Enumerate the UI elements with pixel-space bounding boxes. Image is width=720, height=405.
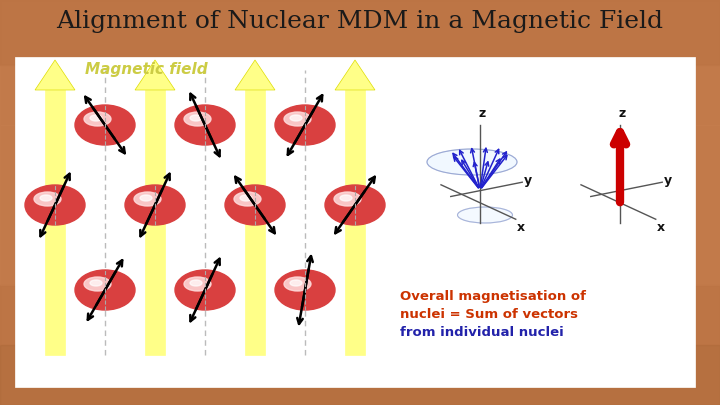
Text: Alignment of Nuclear MDM in a Magnetic Field: Alignment of Nuclear MDM in a Magnetic F… (56, 10, 664, 33)
Polygon shape (335, 60, 375, 90)
Ellipse shape (325, 185, 385, 225)
Ellipse shape (275, 270, 335, 310)
Polygon shape (235, 60, 275, 90)
Ellipse shape (84, 277, 111, 291)
Ellipse shape (34, 192, 61, 206)
Bar (245, 90, 265, 355)
Bar (15, 57, 695, 387)
Ellipse shape (125, 185, 185, 225)
Ellipse shape (175, 105, 235, 145)
Ellipse shape (234, 192, 261, 206)
Text: x: x (517, 221, 525, 234)
Ellipse shape (290, 280, 302, 286)
Text: y: y (665, 175, 672, 188)
Ellipse shape (40, 195, 52, 201)
Bar (345, 90, 365, 355)
Ellipse shape (225, 185, 285, 225)
Ellipse shape (340, 195, 352, 201)
Ellipse shape (184, 112, 211, 126)
Ellipse shape (90, 280, 102, 286)
Bar (145, 90, 165, 355)
Bar (45, 90, 65, 355)
Ellipse shape (75, 105, 135, 145)
Ellipse shape (284, 112, 311, 126)
Ellipse shape (134, 192, 161, 206)
Ellipse shape (25, 185, 85, 225)
Ellipse shape (290, 115, 302, 121)
Text: y: y (524, 175, 532, 188)
Ellipse shape (457, 207, 513, 223)
Ellipse shape (84, 112, 111, 126)
Polygon shape (135, 60, 175, 90)
Bar (0, 65, 720, 125)
Bar (0, 125, 720, 285)
Text: z: z (618, 107, 626, 120)
Ellipse shape (427, 149, 517, 175)
Ellipse shape (284, 277, 311, 291)
Ellipse shape (90, 115, 102, 121)
Bar (0, 0, 720, 65)
Text: from individual nuclei: from individual nuclei (400, 326, 564, 339)
Text: x: x (657, 221, 665, 234)
Bar (0, 285, 720, 345)
Text: Magnetic field: Magnetic field (85, 62, 207, 77)
Ellipse shape (140, 195, 152, 201)
Ellipse shape (275, 105, 335, 145)
Ellipse shape (240, 195, 252, 201)
Text: nuclei = Sum of vectors: nuclei = Sum of vectors (400, 308, 578, 321)
Polygon shape (35, 60, 75, 90)
Ellipse shape (190, 280, 202, 286)
Ellipse shape (175, 270, 235, 310)
Ellipse shape (190, 115, 202, 121)
Ellipse shape (334, 192, 361, 206)
Text: z: z (478, 107, 485, 120)
Ellipse shape (184, 277, 211, 291)
Ellipse shape (75, 270, 135, 310)
Bar (0, 345, 720, 405)
Text: Overall magnetisation of: Overall magnetisation of (400, 290, 586, 303)
